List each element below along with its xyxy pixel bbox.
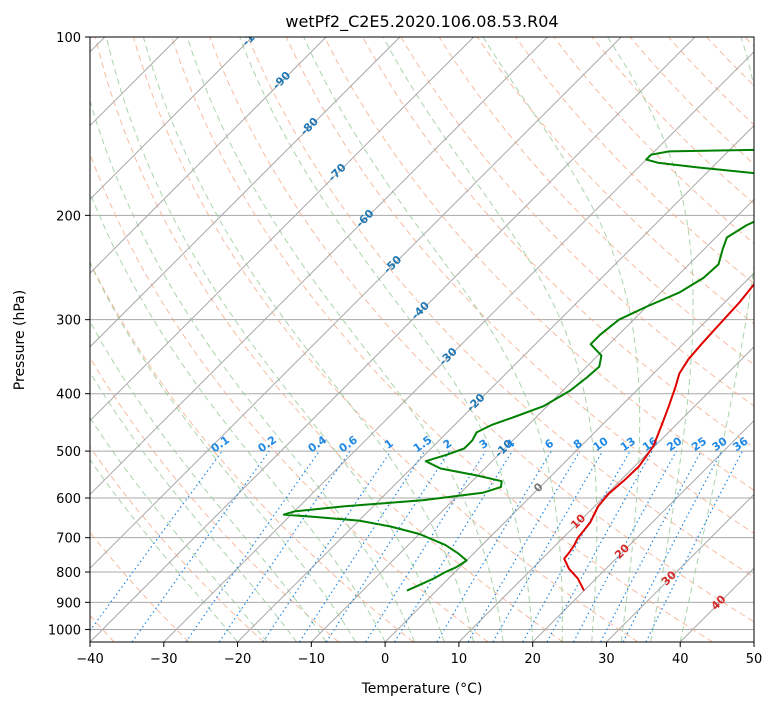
isotherm-line <box>90 37 327 274</box>
mixing-ratio-line <box>436 450 552 642</box>
plot-area: -100-90-80-70-60-50-40-30-20-10010203040… <box>90 20 754 642</box>
x-tick-label: 50 <box>746 652 763 667</box>
y-tick-label: 400 <box>56 388 81 403</box>
moist-adiabat-line <box>186 37 504 642</box>
dewpoint-series-line <box>282 148 754 592</box>
temperature-series-line <box>563 282 754 592</box>
dry-adiabat-line <box>476 37 754 325</box>
x-tick-label: −10 <box>298 652 325 667</box>
mixing-ratio-line <box>467 450 581 642</box>
dry-adiabat-line <box>90 260 414 642</box>
dry-adiabat-line <box>171 37 713 642</box>
x-tick-label: 0 <box>381 652 389 667</box>
x-tick-label: 20 <box>524 652 541 667</box>
x-tick-label: 30 <box>598 652 615 667</box>
moist-adiabat-line <box>142 37 475 642</box>
mixing-ratio-line <box>299 450 426 642</box>
moist-adiabats <box>90 37 754 642</box>
isotherm-line <box>90 37 696 642</box>
moist-adiabat-line <box>239 37 534 642</box>
isotherm-line <box>90 37 401 348</box>
isotherm-label: -100 <box>240 20 269 49</box>
mixing-ratio-lines <box>90 450 744 642</box>
isotherm-line <box>90 37 622 569</box>
y-tick-label: 200 <box>56 209 81 224</box>
moist-adiabat-line <box>303 37 563 642</box>
x-tick-label: −40 <box>76 652 103 667</box>
moist-adiabat-line <box>679 37 754 642</box>
dry-adiabat-line <box>438 37 754 366</box>
chart-title: wetPf2_C2E5.2020.106.08.53.R04 <box>285 12 558 32</box>
x-axis-ticks: −40 −30 −20 −10 0 10 20 30 40 50 <box>76 642 762 667</box>
moist-adiabat-line <box>90 191 386 642</box>
isotherm-line <box>90 37 253 201</box>
y-tick-label: 500 <box>56 445 81 460</box>
pressure-gridlines <box>90 37 754 630</box>
x-tick-label: −20 <box>224 652 251 667</box>
isotherm-line <box>310 198 754 642</box>
isotherms <box>90 37 754 642</box>
y-tick-label: 800 <box>56 566 81 581</box>
y-axis-label: Pressure (hPa) <box>12 290 28 390</box>
dry-adiabat-line <box>323 37 754 491</box>
y-tick-label: 700 <box>56 532 81 547</box>
x-tick-label: 10 <box>451 652 468 667</box>
y-tick-label: 900 <box>56 596 81 611</box>
mixing-ratio-line <box>218 450 351 642</box>
dry-adiabat-line <box>515 37 754 285</box>
y-axis-ticks: 100 200 300 400 500 600 700 800 900 1000 <box>48 31 90 638</box>
mixing-ratio-line <box>394 450 513 642</box>
dry-adiabat-line <box>94 37 564 642</box>
dry-adiabat-line <box>132 37 639 642</box>
x-tick-label: 40 <box>672 652 689 667</box>
isotherm-line <box>458 346 754 642</box>
isotherm-line <box>90 37 548 496</box>
mixing-ratio-line <box>572 450 677 642</box>
dry-adiabat-line <box>209 37 754 623</box>
mixing-ratio-line <box>365 450 487 642</box>
moist-adiabat-line <box>90 320 327 642</box>
y-tick-label: 600 <box>56 492 81 507</box>
isotherm-line <box>90 37 475 422</box>
isotherm-line <box>606 493 754 642</box>
profile-series <box>282 148 754 592</box>
moist-adiabat-line <box>90 416 268 642</box>
x-tick-label: −30 <box>150 652 177 667</box>
mixing-ratio-line <box>131 450 270 642</box>
dry-adiabat-line <box>90 446 265 642</box>
moist-adiabat-line <box>90 262 357 642</box>
plot-frame <box>89 36 755 643</box>
moist-adiabat-line <box>607 37 694 642</box>
moist-adiabat-line <box>105 37 445 642</box>
isotherm-line <box>384 272 754 642</box>
isotherm-line <box>163 51 754 642</box>
y-tick-label: 300 <box>56 314 81 329</box>
mixing-ratio-line <box>325 450 450 642</box>
dry-adiabat-line <box>247 37 754 578</box>
moist-adiabat-line <box>90 371 297 642</box>
isotherm-line <box>237 124 754 642</box>
dry-adiabat-line <box>285 37 754 535</box>
y-tick-label: 1000 <box>48 623 81 638</box>
moist-adiabat-line <box>482 37 641 642</box>
moist-adiabat-line <box>90 458 238 642</box>
y-tick-label: 100 <box>56 31 81 46</box>
isotherm-line <box>532 419 754 642</box>
moist-adiabat-line <box>382 37 598 642</box>
mixing-ratio-line <box>185 450 320 642</box>
x-axis-label: Temperature (°C) <box>361 681 483 697</box>
mixing-ratio-line <box>262 450 392 642</box>
